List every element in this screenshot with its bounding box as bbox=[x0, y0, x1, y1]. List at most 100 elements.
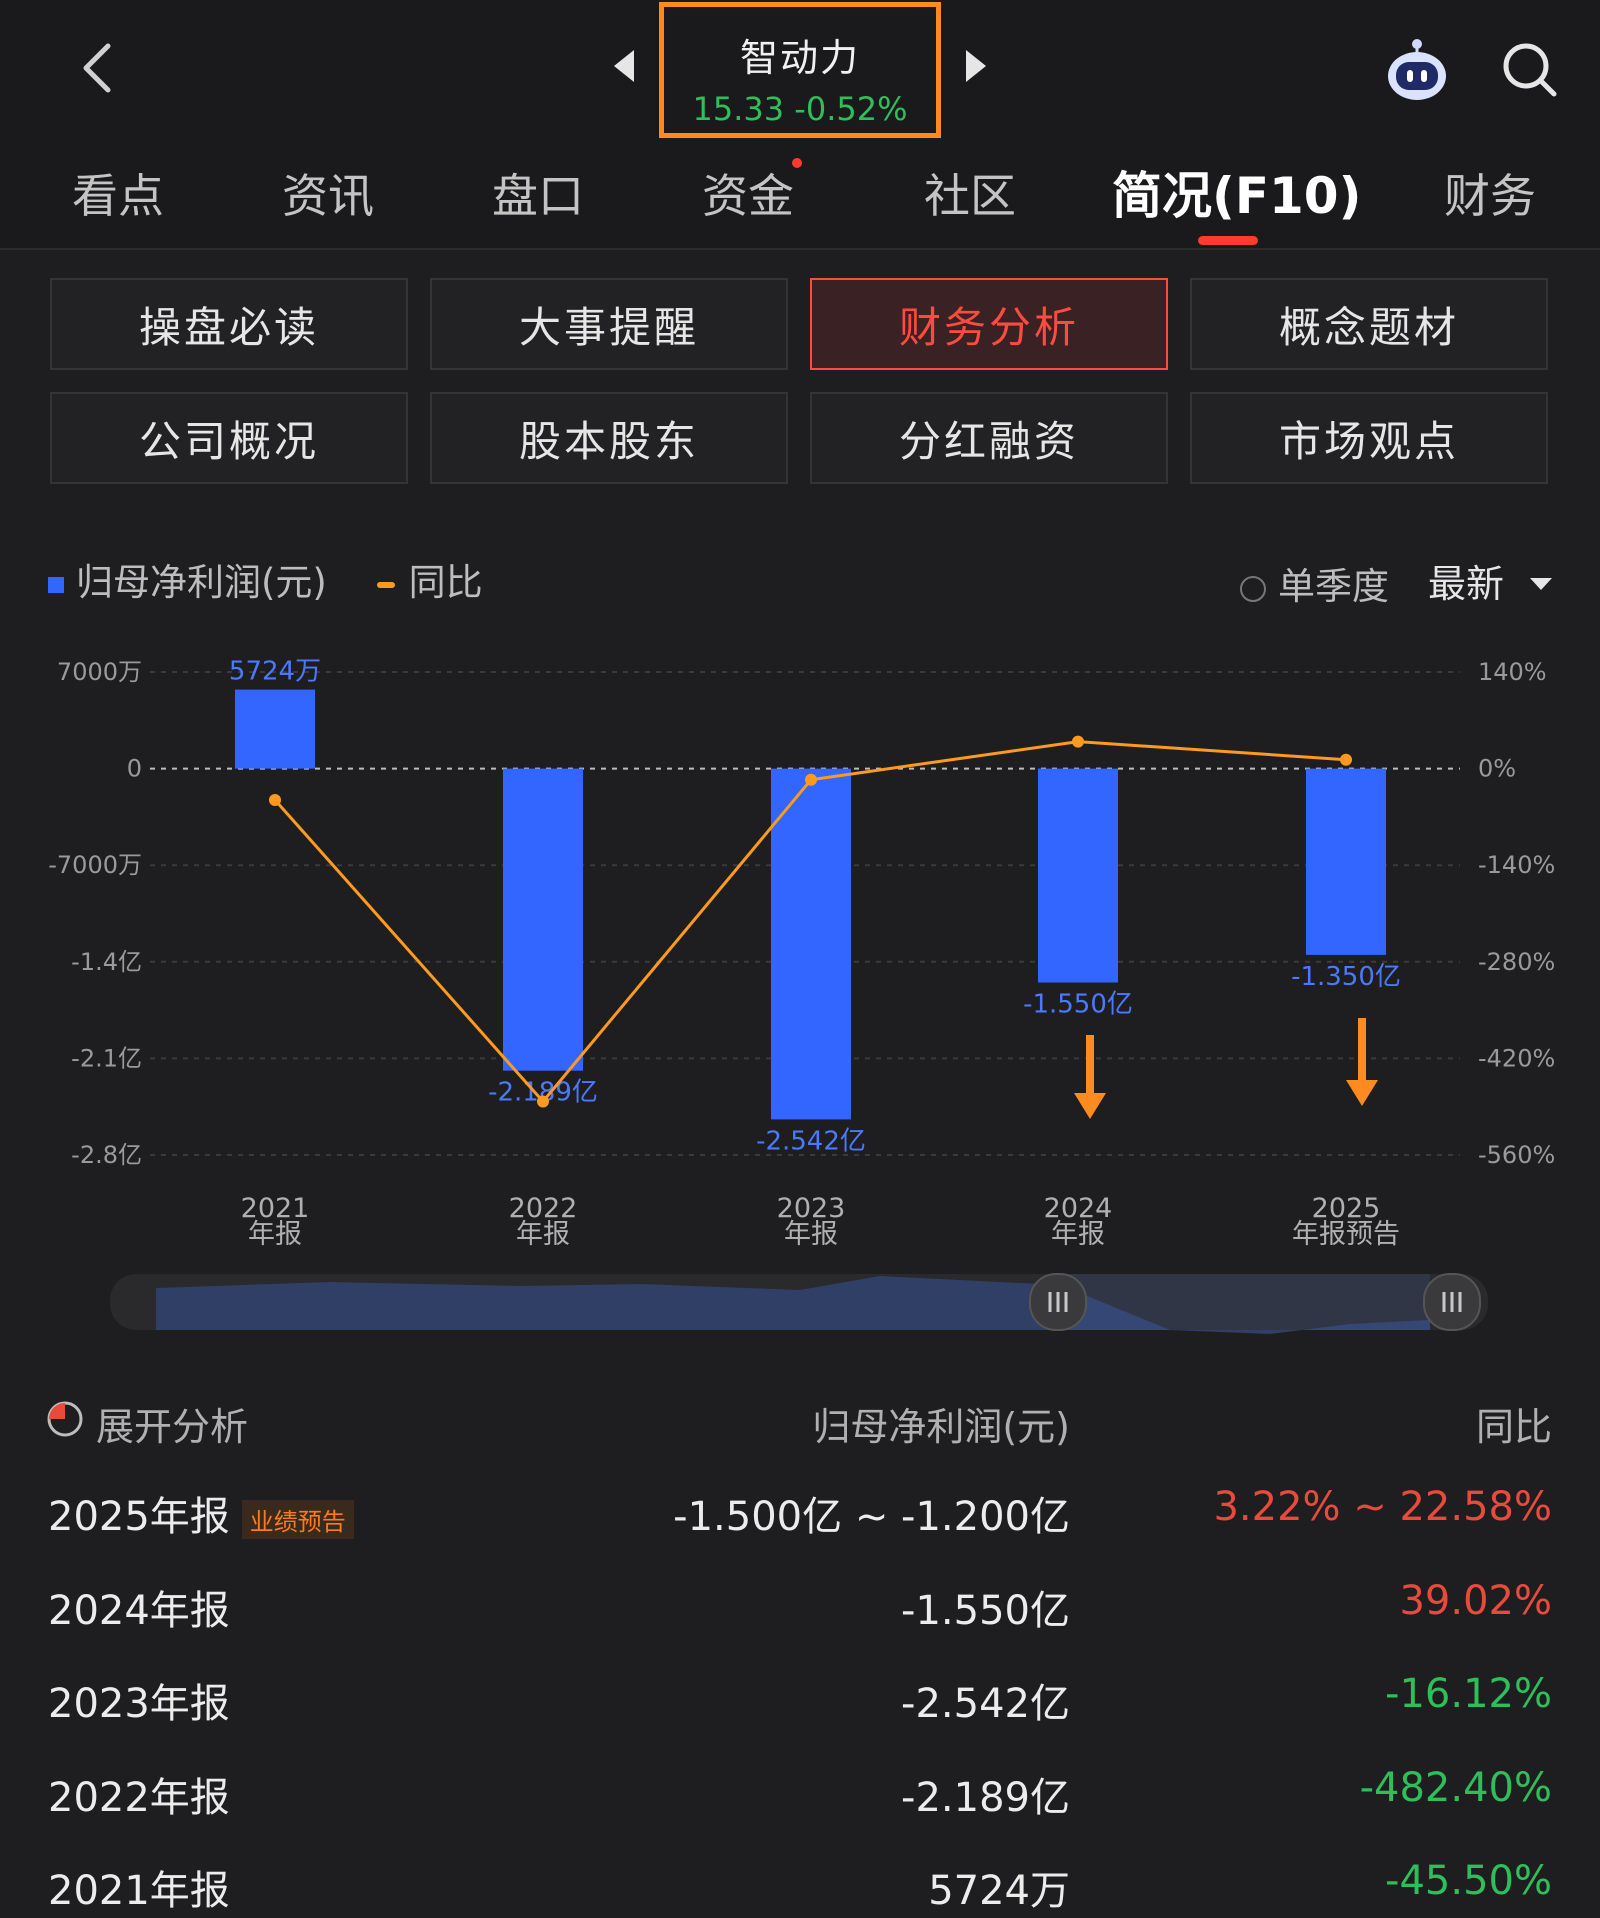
tab-fund-flow[interactable]: 资金 bbox=[702, 169, 794, 223]
latest-dropdown[interactable]: 最新 bbox=[1428, 562, 1505, 606]
bar bbox=[235, 689, 315, 769]
search-icon[interactable] bbox=[1500, 40, 1560, 100]
row-profit: -2.542亿 bbox=[901, 1681, 1070, 1727]
down-arrow-head-icon bbox=[1074, 1093, 1106, 1119]
robot-assistant-icon[interactable] bbox=[1384, 38, 1450, 104]
expand-analysis-label[interactable]: 展开分析 bbox=[96, 1405, 249, 1449]
btn-company-profile[interactable]: 公司概况 bbox=[50, 392, 408, 484]
stock-name: 智动力 bbox=[739, 36, 860, 80]
legend-bar-swatch bbox=[48, 576, 64, 593]
expand-analysis-icon[interactable] bbox=[46, 1400, 84, 1438]
stock-price: 15.33 bbox=[692, 90, 785, 128]
btn-shareholders[interactable]: 股本股东 bbox=[430, 392, 788, 484]
y-tick-left: 7000万 bbox=[57, 658, 142, 686]
row-period-text: 2022年报 bbox=[48, 1775, 230, 1821]
y-tick-left: -7000万 bbox=[48, 851, 142, 879]
x-tick-year: 2022 bbox=[509, 1193, 578, 1224]
slider-selection[interactable] bbox=[1058, 1274, 1430, 1330]
prev-stock-icon[interactable] bbox=[614, 50, 634, 82]
btn-financial-analysis[interactable]: 财务分析 bbox=[810, 278, 1168, 370]
y-tick-left: -1.4亿 bbox=[71, 948, 142, 976]
row-yoy: -45.50% bbox=[1385, 1858, 1552, 1904]
bar bbox=[503, 768, 583, 1071]
row-period: 2021年报 bbox=[48, 1858, 230, 1916]
range-slider[interactable] bbox=[0, 1260, 1600, 1340]
yoy-point bbox=[805, 773, 817, 786]
chevron-down-icon[interactable] bbox=[1530, 578, 1552, 590]
yoy-point bbox=[269, 793, 281, 806]
tab-bar: 看点 资讯 盘口 资金 社区 简况(F10) 财务 bbox=[0, 150, 1600, 246]
row-profit: -2.189亿 bbox=[901, 1775, 1070, 1821]
single-quarter-label: 单季度 bbox=[1278, 565, 1389, 608]
slider-area-right bbox=[1058, 1284, 1430, 1334]
notification-dot bbox=[792, 158, 802, 168]
tab-kandian[interactable]: 看点 bbox=[72, 169, 164, 223]
btn-trading-must-read[interactable]: 操盘必读 bbox=[50, 278, 408, 370]
row-period: 2023年报 bbox=[48, 1671, 230, 1729]
header-divider bbox=[0, 248, 1600, 250]
forecast-badge: 业绩预告 bbox=[241, 1499, 354, 1539]
stock-quote: 15.33 -0.52% bbox=[664, 90, 936, 128]
row-profit: -1.500亿 ~ -1.200亿 bbox=[673, 1494, 1070, 1540]
bar-value-label: -2.542亿 bbox=[756, 1126, 866, 1156]
row-period-text: 2024年报 bbox=[48, 1588, 230, 1634]
y-tick-left: -2.8亿 bbox=[71, 1141, 142, 1169]
stock-change: -0.52% bbox=[794, 90, 908, 128]
y-tick-right: -420% bbox=[1478, 1044, 1555, 1072]
row-yoy: 3.22% ~ 22.58% bbox=[1213, 1484, 1552, 1530]
btn-dividends-financing[interactable]: 分红融资 bbox=[810, 392, 1168, 484]
x-tick-year: 2021 bbox=[241, 1193, 310, 1224]
x-tick-period: 年报 bbox=[1051, 1219, 1105, 1250]
tab-finance[interactable]: 财务 bbox=[1444, 169, 1536, 223]
btn-concepts[interactable]: 概念题材 bbox=[1190, 278, 1548, 370]
bar-value-label: -1.350亿 bbox=[1291, 962, 1401, 992]
y-tick-left: 0 bbox=[127, 755, 142, 783]
next-stock-icon[interactable] bbox=[966, 50, 986, 82]
col-header-profit: 归母净利润(元) bbox=[812, 1405, 1070, 1449]
row-period: 2022年报 bbox=[48, 1765, 230, 1823]
back-icon[interactable] bbox=[72, 38, 132, 98]
y-tick-right: 0% bbox=[1478, 755, 1516, 783]
active-tab-indicator bbox=[1198, 236, 1258, 245]
row-yoy: -16.12% bbox=[1385, 1671, 1552, 1717]
y-tick-right: -140% bbox=[1478, 851, 1555, 879]
tab-news[interactable]: 资讯 bbox=[282, 169, 374, 223]
yoy-point bbox=[1072, 735, 1084, 748]
legend-line-swatch bbox=[376, 581, 395, 588]
radio-icon[interactable] bbox=[1240, 575, 1266, 602]
y-tick-right: -280% bbox=[1478, 948, 1555, 976]
x-tick-period: 年报 bbox=[248, 1219, 302, 1250]
bar-value-label: -1.550亿 bbox=[1023, 990, 1133, 1020]
tab-quotes[interactable]: 盘口 bbox=[492, 169, 584, 223]
tab-community[interactable]: 社区 bbox=[924, 169, 1016, 223]
x-tick-year: 2024 bbox=[1044, 1193, 1113, 1224]
row-period-text: 2023年报 bbox=[48, 1681, 230, 1727]
row-profit: 5724万 bbox=[928, 1868, 1070, 1914]
down-arrow-head-icon bbox=[1346, 1080, 1378, 1106]
row-yoy: -482.40% bbox=[1359, 1765, 1552, 1811]
y-tick-left: -2.1亿 bbox=[71, 1044, 142, 1072]
row-profit: -1.550亿 bbox=[901, 1588, 1070, 1634]
row-period: 2024年报 bbox=[48, 1578, 230, 1636]
top-bar bbox=[0, 0, 1600, 248]
col-header-yoy: 同比 bbox=[1475, 1405, 1552, 1449]
tab-f10-overview[interactable]: 简况(F10) bbox=[1112, 167, 1362, 225]
row-yoy: 39.02% bbox=[1399, 1578, 1552, 1624]
y-tick-right: -560% bbox=[1478, 1141, 1555, 1169]
bar bbox=[1306, 768, 1386, 955]
legend-profit: 归母净利润(元) bbox=[76, 561, 327, 604]
profit-chart: 7000万 140% 0 0% -7000万 -140% -1.4亿 -280% -2.1亿 -4… bbox=[48, 657, 1555, 1250]
bar bbox=[1038, 768, 1118, 983]
btn-event-reminder[interactable]: 大事提醒 bbox=[430, 278, 788, 370]
x-tick-period: 年报 bbox=[516, 1219, 570, 1250]
x-tick-period: 年报 bbox=[784, 1219, 838, 1250]
row-period-text: 2025年报 bbox=[48, 1494, 230, 1540]
yoy-point bbox=[537, 1095, 549, 1108]
btn-market-views[interactable]: 市场观点 bbox=[1190, 392, 1548, 484]
x-tick-year: 2025 bbox=[1312, 1193, 1381, 1224]
single-quarter-toggle[interactable]: 单季度 bbox=[1240, 556, 1389, 610]
slider-area-left bbox=[156, 1276, 1160, 1330]
yoy-point bbox=[1340, 753, 1352, 766]
bar-value-label: 5724万 bbox=[229, 657, 321, 687]
bar bbox=[771, 768, 851, 1120]
